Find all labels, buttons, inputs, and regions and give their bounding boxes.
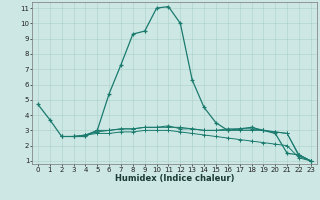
X-axis label: Humidex (Indice chaleur): Humidex (Indice chaleur) xyxy=(115,174,234,183)
